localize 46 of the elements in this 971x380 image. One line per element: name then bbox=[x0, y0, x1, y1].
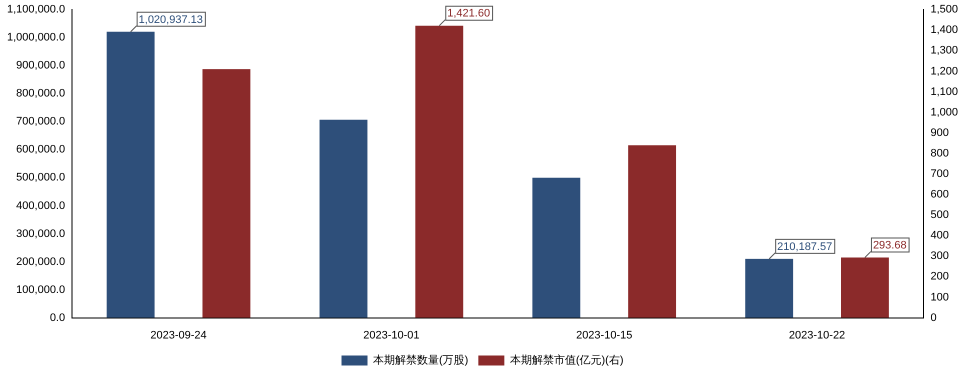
bar bbox=[745, 258, 794, 318]
y2-tick-label: 700 bbox=[930, 168, 949, 180]
y2-tick-label: 200 bbox=[930, 270, 949, 283]
y-tick-label: 100,000.0 bbox=[16, 284, 66, 296]
y-tick-label: 400,000.0 bbox=[16, 200, 66, 212]
bar bbox=[628, 145, 676, 318]
y-tick-label: 500,000.0 bbox=[16, 172, 66, 184]
x-tick-label: 2023-10-15 bbox=[576, 329, 632, 342]
bar bbox=[532, 178, 580, 318]
bar bbox=[415, 26, 464, 318]
y-tick-label: 1,100,000.0 bbox=[6, 4, 66, 16]
y2-tick-label: 0 bbox=[930, 312, 937, 324]
bar bbox=[106, 32, 155, 318]
legend-label: 本期解禁市值(亿元)(右) bbox=[510, 354, 624, 367]
y2-tick-label: 400 bbox=[930, 230, 949, 242]
data-label: 1,020,937.13 bbox=[138, 14, 203, 26]
y-tick-label: 700,000.0 bbox=[16, 116, 66, 128]
y-tick-label: 200,000.0 bbox=[16, 256, 66, 268]
y-tick-label: 900,000.0 bbox=[16, 60, 66, 72]
y2-tick-label: 1,100 bbox=[930, 86, 958, 98]
y-tick-label: 600,000.0 bbox=[16, 144, 66, 156]
y2-tick-label: 1,200 bbox=[930, 65, 958, 78]
data-label: 1,421.60 bbox=[447, 8, 490, 20]
y2-tick-label: 600 bbox=[930, 188, 949, 201]
bar bbox=[841, 257, 889, 318]
y2-tick-label: 1,000 bbox=[930, 106, 958, 118]
legend-label: 本期解禁数量(万股) bbox=[373, 354, 468, 367]
y2-tick-label: 900 bbox=[930, 126, 949, 139]
x-tick-label: 2023-10-01 bbox=[363, 329, 420, 342]
y-tick-label: 800,000.0 bbox=[16, 88, 66, 100]
y2-tick-label: 500 bbox=[930, 209, 949, 222]
y-tick-label: 1,000,000.0 bbox=[6, 32, 66, 44]
y2-tick-label: 1,400 bbox=[930, 24, 958, 36]
y2-tick-label: 300 bbox=[930, 250, 949, 262]
y2-tick-label: 1,300 bbox=[930, 44, 958, 57]
y2-tick-label: 100 bbox=[930, 291, 949, 304]
data-label: 293.68 bbox=[872, 239, 907, 252]
y-tick-label: 300,000.0 bbox=[16, 228, 66, 240]
bar bbox=[320, 120, 368, 318]
data-label: 210,187.57 bbox=[777, 240, 832, 253]
y2-tick-label: 800 bbox=[930, 147, 949, 160]
y-tick-label: 0.0 bbox=[50, 312, 66, 324]
x-tick-label: 2023-10-22 bbox=[788, 329, 846, 342]
y2-tick-label: 1,500 bbox=[930, 4, 958, 16]
bar bbox=[202, 69, 250, 318]
x-tick-label: 2023-09-24 bbox=[150, 329, 207, 342]
